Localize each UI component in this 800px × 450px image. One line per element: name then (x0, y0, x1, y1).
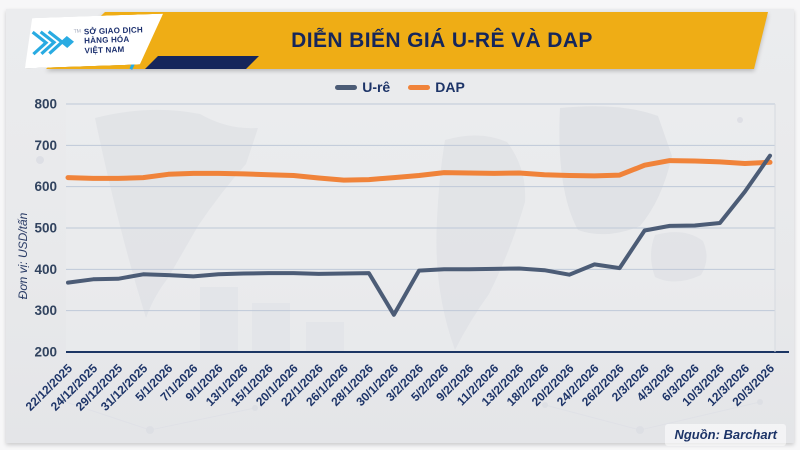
y-tick-label: 400 (34, 262, 57, 277)
series-line-DAP (65, 158, 773, 183)
chart-title: DIỄN BIẾN GIÁ U-RÊ VÀ DAP (291, 28, 593, 52)
mxv-logo-text: SỞ GIAO DỊCH HÀNG HÓA VIỆT NAM (84, 25, 144, 56)
y-tick-label: 600 (34, 179, 57, 194)
banner-navy-accent (145, 56, 259, 69)
y-tick-label: 300 (34, 303, 57, 318)
y-tick-label: 500 (34, 221, 57, 236)
series-line-U-rê (66, 153, 772, 317)
dap-line-marker (408, 84, 431, 90)
legend-label-urea: U-rê (362, 79, 391, 95)
trademark-symbol: TM (73, 28, 81, 35)
legend-item-urea: U-rê (335, 79, 390, 95)
source-box: Nguồn: Barchart (665, 424, 786, 446)
chart-legend: U-rê DAP (0, 79, 800, 95)
legend-label-dap: DAP (435, 79, 465, 95)
y-tick-label: 800 (34, 97, 57, 112)
legend-item-dap: DAP (408, 79, 465, 95)
y-tick-label: 700 (34, 138, 57, 153)
logo-line-3: VIỆT NAM (84, 44, 125, 56)
y-axis-unit-label: Đơn vị: USD/tấn (16, 212, 30, 299)
y-tick-label: 200 (34, 345, 57, 360)
source-label: Nguồn: Barchart (674, 427, 777, 442)
mxv-logo-icon (29, 26, 74, 60)
mxv-logo-card: TM SỞ GIAO DỊCH HÀNG HÓA VIỆT NAM (23, 14, 165, 69)
urea-line-marker (335, 84, 358, 90)
